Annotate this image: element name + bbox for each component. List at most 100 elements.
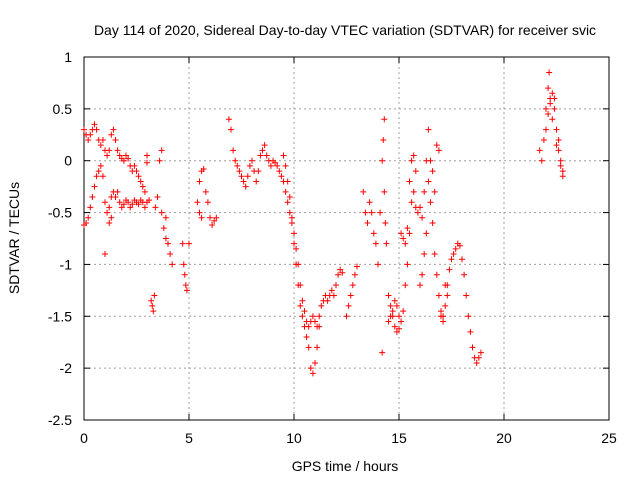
data-point	[180, 261, 187, 268]
data-point	[160, 225, 167, 232]
data-point	[559, 168, 566, 175]
data-point	[299, 313, 306, 320]
data-point	[551, 95, 558, 102]
data-point	[557, 157, 564, 164]
data-point	[387, 302, 394, 309]
data-point	[186, 240, 192, 247]
y-axis-label: SDTVAR / TECUs	[6, 182, 22, 294]
data-point	[253, 178, 260, 185]
data-point	[181, 271, 188, 278]
x-tick-label: 5	[185, 430, 193, 446]
data-point	[410, 188, 417, 195]
y-tick-label: -1	[60, 256, 73, 272]
data-point	[95, 168, 102, 175]
data-point	[477, 349, 484, 356]
data-point	[461, 271, 468, 278]
data-point	[196, 209, 203, 216]
data-point	[135, 201, 142, 208]
data-point	[282, 188, 289, 195]
data-point	[402, 282, 409, 289]
y-tick-label: -2.5	[48, 412, 72, 428]
data-point	[312, 318, 318, 325]
data-point	[106, 219, 113, 226]
data-point	[118, 204, 125, 211]
data-point	[364, 219, 371, 226]
data-point	[104, 152, 111, 159]
data-point	[309, 313, 316, 320]
data-point	[379, 349, 386, 356]
data-point	[158, 209, 165, 216]
data-point	[345, 302, 352, 309]
data-point	[120, 157, 127, 164]
axis-ticks: 0 5 10 15 20 25 1 0.5 0 -0.5 -1 -1.5 -2 -2.5	[48, 49, 617, 446]
data-point	[97, 162, 104, 169]
data-point	[555, 136, 562, 143]
data-point	[257, 152, 264, 159]
data-point	[242, 183, 249, 190]
data-point	[301, 308, 308, 315]
data-point	[108, 214, 115, 221]
data-point	[412, 168, 419, 175]
data-point	[456, 242, 463, 249]
data-point	[380, 136, 387, 143]
data-point	[549, 90, 556, 97]
data-point	[406, 178, 413, 185]
data-point	[165, 240, 171, 247]
data-point	[370, 230, 377, 237]
data-point	[305, 323, 312, 330]
data-point	[450, 251, 457, 258]
data-point	[150, 308, 157, 315]
data-point	[110, 126, 117, 133]
data-point	[286, 209, 293, 216]
data-point	[553, 126, 560, 133]
data-point	[255, 168, 262, 175]
data-point	[97, 142, 104, 149]
data-point	[278, 173, 285, 180]
data-point	[330, 292, 337, 299]
data-point	[89, 194, 96, 201]
data-point	[559, 173, 566, 180]
data-point	[351, 271, 358, 278]
data-point	[545, 85, 552, 92]
data-point	[545, 111, 552, 118]
data-point	[546, 69, 553, 76]
data-point	[433, 271, 440, 278]
data-point	[81, 126, 87, 133]
data-point	[131, 162, 138, 169]
data-point	[473, 359, 480, 366]
data-point	[204, 199, 211, 206]
data-point	[402, 240, 409, 247]
y-tick-label: 0.5	[53, 101, 73, 117]
data-point	[429, 168, 436, 175]
data-point	[425, 178, 432, 185]
data-point	[272, 159, 279, 166]
data-point	[286, 194, 293, 201]
data-point	[555, 147, 562, 154]
data-point	[116, 152, 123, 159]
grid-lines	[84, 57, 609, 420]
data-point	[200, 166, 207, 173]
data-point	[379, 157, 386, 164]
data-point	[307, 365, 314, 372]
y-tick-label: -0.5	[48, 205, 72, 221]
data-point	[295, 261, 302, 268]
data-point	[125, 155, 132, 162]
data-point	[225, 116, 232, 123]
data-point	[427, 199, 434, 206]
data-point	[135, 173, 142, 180]
data-point	[438, 308, 444, 315]
data-point	[417, 282, 423, 289]
data-point	[144, 152, 150, 159]
data-point	[318, 302, 325, 309]
data-point	[291, 230, 297, 237]
data-point	[421, 188, 428, 195]
data-point	[360, 188, 367, 195]
data-point	[288, 219, 295, 226]
plot-frame	[83, 56, 610, 421]
data-point	[538, 157, 545, 164]
data-point	[236, 168, 243, 175]
data-point	[381, 116, 388, 123]
data-point	[182, 282, 189, 289]
data-point	[536, 147, 543, 154]
